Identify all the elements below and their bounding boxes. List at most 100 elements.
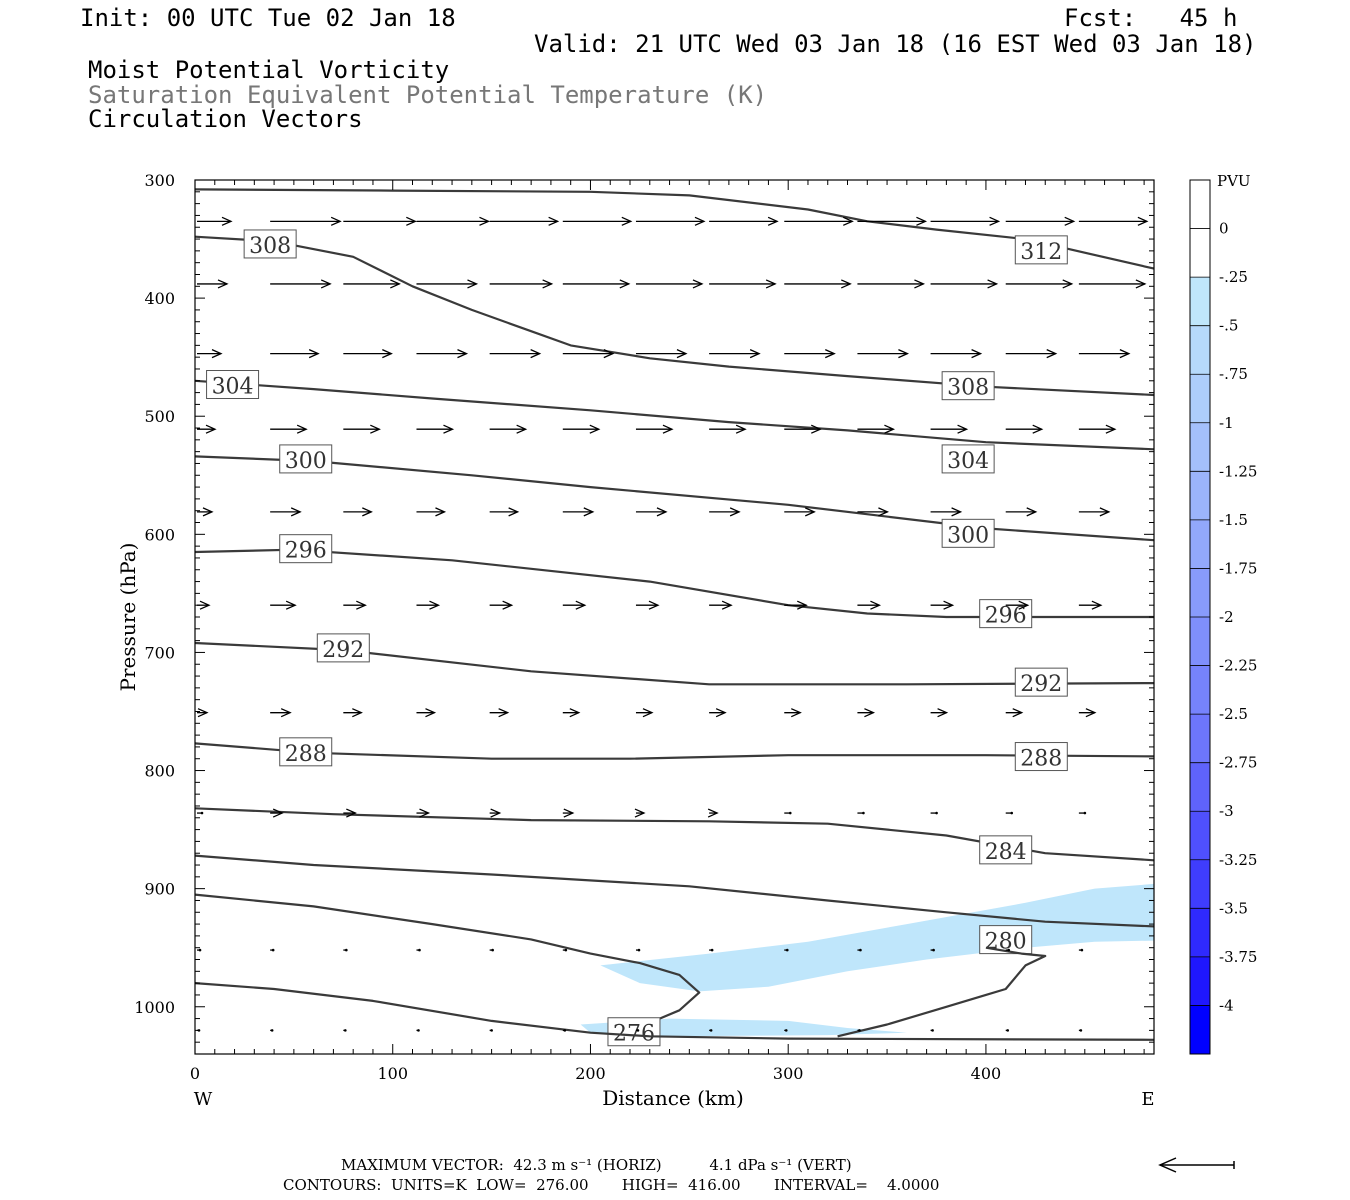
contour-label-text: 300 — [947, 523, 989, 548]
y-tick-label: 600 — [144, 525, 175, 544]
vector-arrow — [784, 279, 852, 289]
vector-dot — [637, 948, 641, 952]
vector-head — [864, 708, 876, 718]
colorbar-label: -2.75 — [1219, 754, 1257, 772]
vector-arrow — [270, 948, 275, 952]
colorbar-title: PVU — [1217, 172, 1251, 190]
vector-head — [575, 600, 587, 610]
contour-label-box — [979, 835, 1033, 865]
vector-head — [989, 216, 1001, 226]
vector-head — [320, 279, 332, 289]
max-vector-note: MAXIMUM VECTOR: 42.3 m s⁻¹ (HORIZ) 4.1 d… — [341, 1156, 852, 1174]
vector-arrow — [784, 349, 836, 359]
vector-head — [765, 279, 777, 289]
vector-head — [804, 507, 816, 517]
contour-label-box — [1014, 742, 1068, 772]
contour-288 — [194, 742, 1155, 760]
vector-head — [767, 216, 779, 226]
vector-arrow — [270, 1029, 274, 1032]
contour-label-box — [941, 518, 995, 548]
contour-label-box — [279, 737, 333, 767]
colorbar-label: -3.5 — [1219, 899, 1248, 917]
vector-dot — [491, 948, 494, 952]
contour-label-box — [279, 534, 333, 564]
vector-dot — [198, 948, 202, 952]
contour-276 — [194, 982, 1155, 1041]
vector-arrow — [343, 948, 348, 952]
vector-head — [508, 507, 520, 517]
vector-head — [662, 424, 674, 434]
colorbar-swatch — [1190, 568, 1210, 618]
vector-arrow — [270, 708, 292, 718]
colorbar-label: -.25 — [1219, 268, 1248, 286]
vector-arrow — [416, 424, 455, 434]
contour-label-304: 304 — [206, 370, 260, 400]
vector-arrow — [270, 349, 320, 359]
contour-label-text: 296 — [285, 539, 327, 564]
vector-head — [1032, 424, 1044, 434]
vector-head — [619, 279, 631, 289]
x-tick-label: 300 — [773, 1064, 804, 1083]
vector-arrow — [416, 1029, 420, 1032]
vector-dot — [788, 811, 792, 815]
vector-head — [676, 349, 688, 359]
vector-arrow — [489, 216, 560, 226]
vector-arrow — [1078, 811, 1087, 815]
vector-arrow — [416, 808, 431, 818]
vector-head — [642, 708, 654, 718]
vector-arrow — [270, 600, 297, 610]
init-time: Init: 00 UTC Tue 02 Jan 18 — [80, 4, 456, 32]
vector-arrow — [709, 1029, 713, 1032]
vector-arrow — [930, 279, 999, 289]
vector-head — [707, 808, 719, 818]
colorbar-swatch — [1190, 617, 1210, 667]
colorbar-swatch — [1190, 325, 1210, 375]
vector-dot — [1083, 811, 1087, 815]
vector-head — [842, 216, 854, 226]
vector-dot — [932, 948, 935, 952]
vector-arrow — [1005, 424, 1044, 434]
field-title-vectors: Circulation Vectors — [88, 105, 363, 133]
vector-arrow — [416, 507, 447, 517]
colorbar-swatch — [1190, 714, 1210, 764]
vector-head — [870, 600, 882, 610]
vector-arrow — [343, 216, 417, 226]
vector-arrow — [1078, 507, 1111, 517]
contour-label-text: 300 — [285, 449, 327, 474]
vector-arrow — [343, 808, 357, 818]
colorbar-label: -.5 — [1219, 317, 1238, 335]
vector-arrow — [930, 708, 949, 718]
vector-arrow — [635, 216, 706, 226]
vector-arrow — [784, 708, 802, 718]
contour-label-288: 288 — [279, 737, 333, 767]
vector-arrow — [857, 349, 910, 359]
contour-label-296: 296 — [279, 534, 333, 564]
vector-arrow — [635, 349, 688, 359]
contour-label-292: 292 — [316, 633, 370, 663]
colorbar-swatch — [1190, 665, 1210, 715]
colorbar-swatch — [1190, 859, 1210, 909]
vector-arrow — [270, 808, 284, 818]
contour-280 — [837, 946, 1047, 1038]
vector-arrow — [489, 279, 554, 289]
vector-arrow — [1005, 349, 1058, 359]
vector-arrow — [489, 948, 494, 952]
vector-arrow — [635, 600, 660, 610]
vector-arrow — [197, 216, 233, 226]
vector-arrow — [343, 507, 373, 517]
contour-label-box — [941, 444, 995, 474]
vector-head — [502, 600, 514, 610]
vector-dot — [931, 1029, 934, 1032]
colorbar-swatch — [1190, 277, 1210, 327]
colorbar-swatch — [1190, 762, 1210, 812]
vector-dot — [709, 1029, 713, 1032]
vector-arrow — [270, 507, 302, 517]
x-tick-label: 400 — [971, 1064, 1002, 1083]
contour-label-312: 312 — [1014, 235, 1068, 265]
vector-head — [1046, 349, 1058, 359]
x-tick-label: 0 — [190, 1064, 200, 1083]
valid-time: Valid: 21 UTC Wed 03 Jan 18 (16 EST Wed … — [534, 30, 1257, 58]
vector-dot — [862, 811, 865, 815]
y-tick-label: 300 — [144, 171, 175, 190]
vector-arrow — [270, 424, 308, 434]
